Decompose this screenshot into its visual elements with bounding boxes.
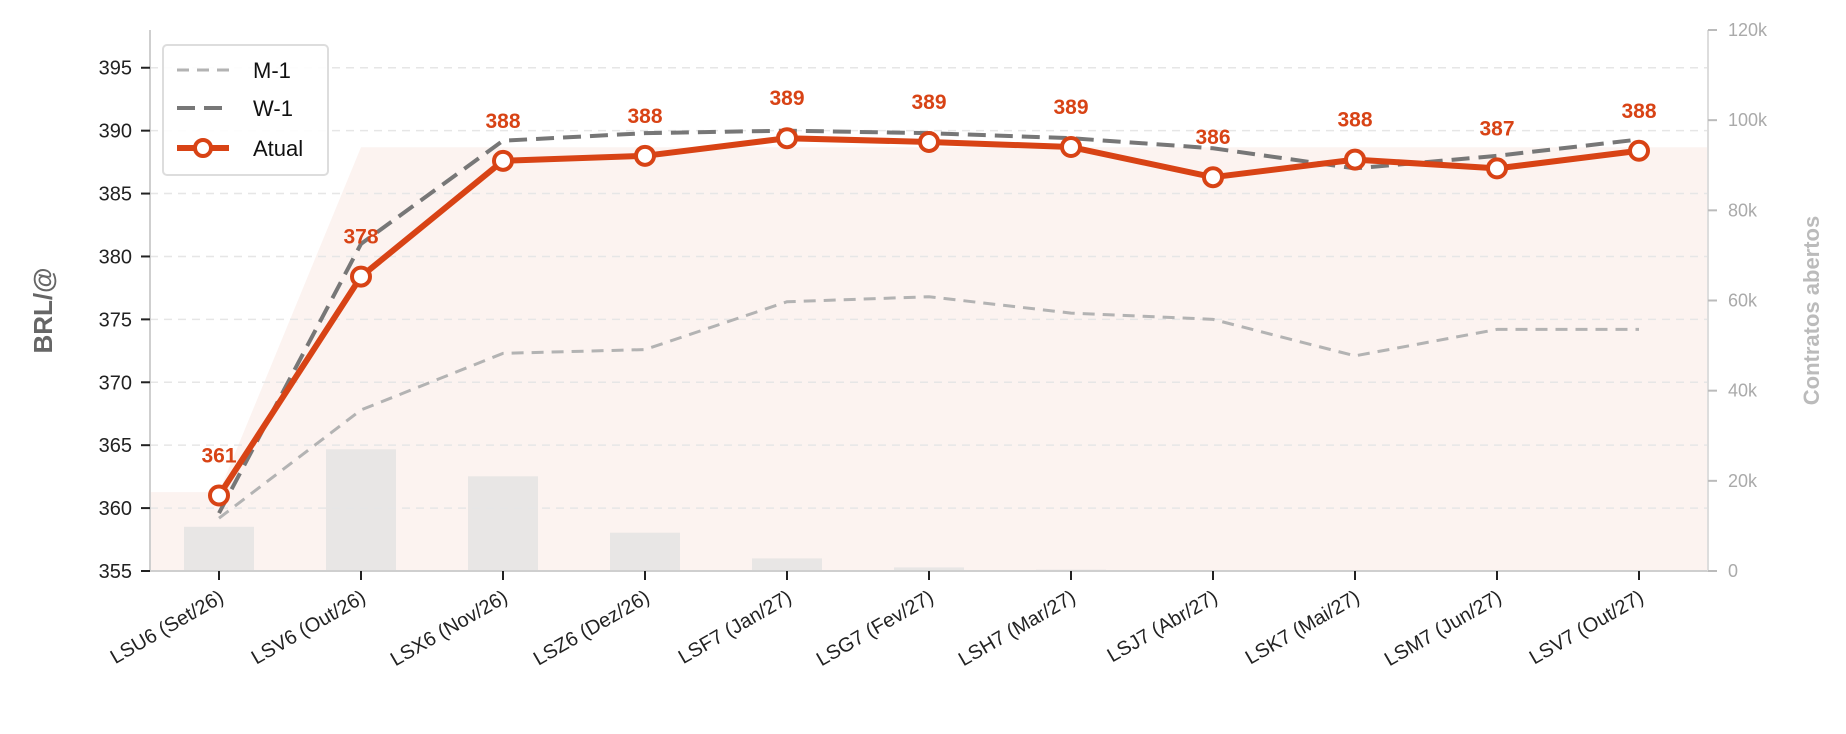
y-right-tick-label: 40k <box>1728 381 1758 401</box>
open-interest-bar <box>468 476 538 571</box>
open-interest-area <box>150 147 1708 571</box>
legend-label: Atual <box>253 136 303 161</box>
y-axis-right-label: Contratos abertos <box>1799 216 1824 405</box>
open-interest-bar <box>752 558 822 571</box>
series-point-atual <box>1628 139 1650 162</box>
series-point-atual <box>634 144 656 167</box>
open-interest-bar <box>610 532 680 571</box>
series-point-atual <box>1202 166 1224 189</box>
open-interest-bar <box>326 449 396 571</box>
legend-label: M-1 <box>253 58 291 83</box>
open-interest-bar <box>894 567 964 571</box>
data-label: 389 <box>1053 96 1088 119</box>
y-right-tick-label: 80k <box>1728 200 1758 220</box>
open-interest-bar <box>184 526 254 571</box>
grid-layer <box>150 66 1708 509</box>
data-label: 388 <box>1337 109 1372 132</box>
series-point-atual <box>776 127 798 150</box>
y-tick-label: 365 <box>99 435 132 457</box>
data-label: 387 <box>1479 117 1514 140</box>
data-label: 388 <box>485 110 520 133</box>
x-tick-label: LSM7 (Jun/27) <box>1381 586 1506 671</box>
x-tick-label: LSH7 (Mar/27) <box>955 586 1080 671</box>
data-labels-layer: 361 378 388 388 389 389 389 386 388 387 388 <box>201 87 1656 467</box>
data-label: 389 <box>769 87 804 110</box>
data-label: 388 <box>1621 100 1656 123</box>
open-interest-bars-layer <box>184 449 1674 571</box>
y-tick-label: 360 <box>99 498 132 520</box>
y-right-tick-label: 0 <box>1728 561 1738 581</box>
y-right-tick-label: 20k <box>1728 471 1758 491</box>
series-point-atual <box>208 484 230 507</box>
y-tick-label: 385 <box>99 184 132 206</box>
y-right-tick-label: 120k <box>1728 20 1768 40</box>
y-tick-label: 370 <box>99 372 132 394</box>
open-interest-area-layer <box>150 147 1708 571</box>
series-point-atual <box>1060 136 1082 159</box>
x-tick-label: LSF7 (Jan/27) <box>675 586 796 668</box>
data-label: 378 <box>343 226 378 249</box>
y-right-tick-label: 100k <box>1728 110 1768 130</box>
legend-label: W-1 <box>253 96 293 121</box>
x-tick-label: LSV7 (Out/27) <box>1526 586 1648 669</box>
y-tick-label: 395 <box>99 58 132 80</box>
y-axis-label: BRL/@ <box>28 267 58 353</box>
series-layer <box>208 127 1650 520</box>
y-right-tick-label: 60k <box>1728 291 1758 311</box>
data-label: 386 <box>1195 126 1230 149</box>
data-label: 389 <box>911 91 946 114</box>
series-point-atual <box>350 265 372 288</box>
series-line-m-1 <box>218 295 1639 520</box>
x-tick-label: LSZ6 (Dez/26) <box>530 586 654 670</box>
x-tick-label: LSG7 (Fev/27) <box>813 586 938 671</box>
legend: M-1 W-1 Atual <box>162 44 329 176</box>
y-tick-label: 375 <box>99 309 132 331</box>
series-point-atual <box>1486 157 1508 180</box>
x-tick-label: LSU6 (Set/26) <box>107 586 228 668</box>
y-tick-label: 390 <box>99 121 132 143</box>
y-tick-label: 355 <box>99 561 132 583</box>
x-tick-label: LSX6 (Nov/26) <box>387 586 512 671</box>
data-label: 361 <box>201 445 236 468</box>
x-tick-label: LSJ7 (Abr/27) <box>1104 586 1222 667</box>
legend-marker <box>193 138 213 158</box>
data-label: 388 <box>627 105 662 128</box>
x-tick-label: LSK7 (Mai/27) <box>1242 586 1364 669</box>
series-point-atual <box>918 130 940 153</box>
y-tick-label: 380 <box>99 246 132 268</box>
x-tick-label: LSV6 (Out/26) <box>248 586 370 669</box>
series-point-atual <box>492 149 514 172</box>
series-point-atual <box>1344 148 1366 171</box>
